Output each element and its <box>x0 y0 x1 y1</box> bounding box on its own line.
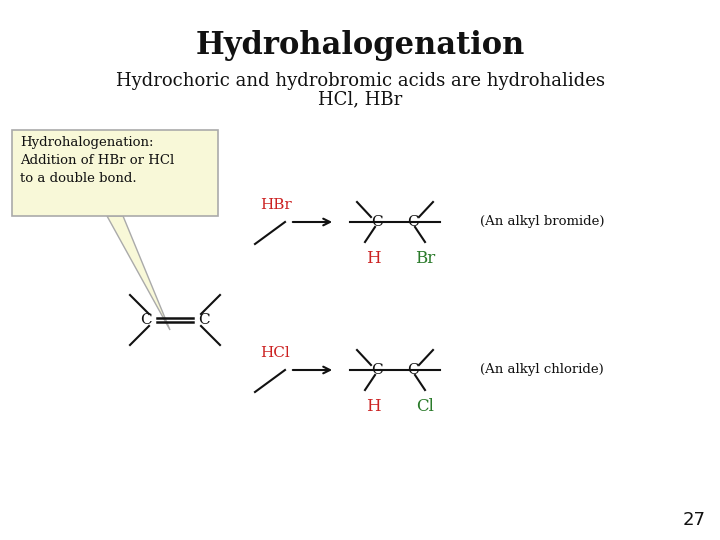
Text: C: C <box>408 215 419 229</box>
Text: Hydrochoric and hydrobromic acids are hydrohalides: Hydrochoric and hydrobromic acids are hy… <box>115 72 605 90</box>
Text: H: H <box>366 398 380 415</box>
Text: C: C <box>198 313 210 327</box>
Text: C: C <box>372 363 383 377</box>
Text: C: C <box>372 215 383 229</box>
Text: Br: Br <box>415 250 435 267</box>
Text: H: H <box>366 250 380 267</box>
Text: Hydrohalogenation: Hydrohalogenation <box>195 30 525 61</box>
FancyBboxPatch shape <box>12 130 218 216</box>
Text: (An alkyl chloride): (An alkyl chloride) <box>480 363 604 376</box>
Text: Cl: Cl <box>416 398 434 415</box>
Polygon shape <box>107 216 170 330</box>
Text: C: C <box>408 363 419 377</box>
Text: Hydrohalogenation:
Addition of HBr or HCl
to a double bond.: Hydrohalogenation: Addition of HBr or HC… <box>20 136 174 185</box>
Text: 27: 27 <box>683 511 706 529</box>
Text: HCl, HBr: HCl, HBr <box>318 90 402 108</box>
Text: (An alkyl bromide): (An alkyl bromide) <box>480 215 605 228</box>
Text: C: C <box>140 313 152 327</box>
Text: HBr: HBr <box>260 198 292 212</box>
Text: HCl: HCl <box>260 346 289 360</box>
